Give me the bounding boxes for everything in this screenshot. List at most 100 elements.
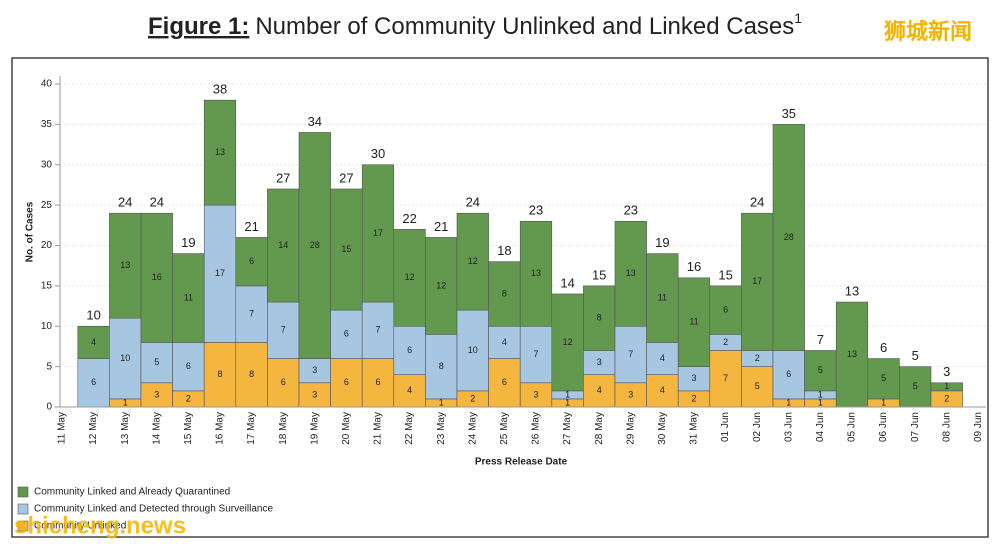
total-label: 22 (402, 211, 416, 226)
x-tick-label: 24 May (467, 412, 478, 445)
bar-segment (203, 99, 237, 206)
total-label: 24 (118, 195, 132, 210)
bar-segment (172, 253, 205, 343)
y-tick-label: 20 (41, 240, 53, 251)
x-tick-label: 04 Jun (815, 412, 826, 442)
bar-segment (835, 301, 869, 408)
segment-label: 6 (786, 369, 791, 379)
bar-segment (867, 358, 900, 400)
segment-label: 1 (818, 389, 823, 399)
segment-label: 17 (215, 268, 225, 278)
bar-segment (646, 253, 679, 343)
segment-label: 13 (215, 147, 225, 157)
bar-segment (267, 358, 300, 408)
x-tick-label: 06 Jun (878, 412, 889, 442)
bar-segment (614, 382, 647, 408)
y-tick-label: 30 (41, 159, 53, 170)
total-label: 35 (782, 106, 796, 121)
segment-label: 3 (597, 357, 602, 367)
segment-label: 7 (375, 325, 380, 335)
total-label: 27 (339, 170, 353, 185)
x-tick-label: 26 May (531, 412, 542, 445)
segment-label: 7 (723, 373, 728, 383)
total-label: 21 (244, 219, 258, 234)
segment-label: 8 (217, 369, 222, 379)
total-label: 16 (687, 259, 701, 274)
segment-label: 12 (405, 272, 415, 282)
segment-label: 6 (249, 256, 254, 266)
segment-label: 2 (691, 393, 696, 403)
x-tick-label: 23 May (436, 412, 447, 445)
x-tick-label: 13 May (120, 412, 131, 445)
x-tick-label: 31 May (689, 412, 700, 445)
chart-title: Figure 1: Number of Community Unlinked an… (148, 10, 802, 41)
segment-label: 4 (502, 337, 507, 347)
total-label: 24 (150, 195, 164, 210)
segment-label: 2 (755, 353, 760, 363)
x-tick-label: 07 Jun (910, 412, 921, 442)
segment-label: 1 (881, 397, 886, 407)
legend-swatch (17, 503, 29, 515)
total-label: 6 (880, 340, 887, 355)
bar-segment (235, 285, 268, 343)
x-tick-label: 15 May (183, 412, 194, 445)
x-tick-label: 08 Jun (941, 412, 952, 442)
bar-segment (614, 220, 647, 327)
segment-label: 3 (533, 389, 538, 399)
bar-segment (140, 212, 173, 343)
x-tick-label: 01 Jun (720, 412, 731, 442)
bar-segment (614, 325, 647, 384)
total-label: 15 (718, 267, 732, 282)
bar-segment (425, 334, 458, 400)
segment-label: 7 (628, 349, 633, 359)
x-tick-label: 11 May (57, 412, 68, 444)
x-tick-label: 22 May (404, 412, 415, 445)
x-tick-label: 17 May (246, 412, 257, 445)
bar-segment (77, 325, 110, 359)
segment-label: 2 (723, 337, 728, 347)
bar-segment (361, 301, 395, 359)
segment-label: 1 (818, 397, 823, 407)
segment-label: 7 (249, 309, 254, 319)
x-tick-label: 12 May (88, 412, 99, 445)
segment-label: 7 (281, 325, 286, 335)
bar-segment (677, 277, 711, 367)
segment-label: 3 (312, 389, 317, 399)
legend-label: Community Linked and Detected through Su… (34, 504, 273, 515)
bar-segment (267, 301, 300, 359)
segment-label: 5 (913, 381, 918, 391)
segment-label: 7 (533, 349, 538, 359)
bar-segment (456, 212, 489, 311)
segment-label: 2 (186, 393, 191, 403)
segment-label: 8 (597, 313, 602, 323)
segment-label: 4 (660, 385, 665, 395)
x-tick-label: 27 May (562, 412, 573, 445)
legend-swatch (17, 520, 29, 532)
segment-label: 17 (373, 228, 383, 238)
segment-label: 11 (184, 292, 193, 302)
segment-label: 10 (468, 345, 478, 355)
total-label: 24 (750, 195, 764, 210)
bar-segment (804, 350, 837, 392)
total-label: 19 (655, 235, 669, 250)
bar-segment (77, 358, 110, 408)
bar-segment (930, 382, 963, 392)
segment-label: 8 (439, 361, 444, 371)
bar-segment (677, 366, 711, 392)
bar-segment (393, 325, 426, 376)
segment-label: 12 (436, 280, 446, 290)
segment-label: 6 (281, 377, 286, 387)
x-tick-label: 20 May (341, 412, 352, 445)
x-tick-label: 09 Jun (973, 412, 984, 442)
total-label: 19 (181, 235, 195, 250)
x-tick-label: 30 May (657, 412, 668, 445)
x-tick-label: 25 May (499, 412, 510, 445)
segment-label: 28 (310, 240, 320, 250)
bar-segment (425, 237, 458, 335)
segment-label: 11 (689, 317, 698, 327)
y-tick-label: 10 (41, 321, 53, 332)
x-tick-label: 02 Jun (752, 412, 763, 442)
y-axis-label: No. of Cases (25, 201, 36, 262)
segment-label: 8 (502, 288, 507, 298)
